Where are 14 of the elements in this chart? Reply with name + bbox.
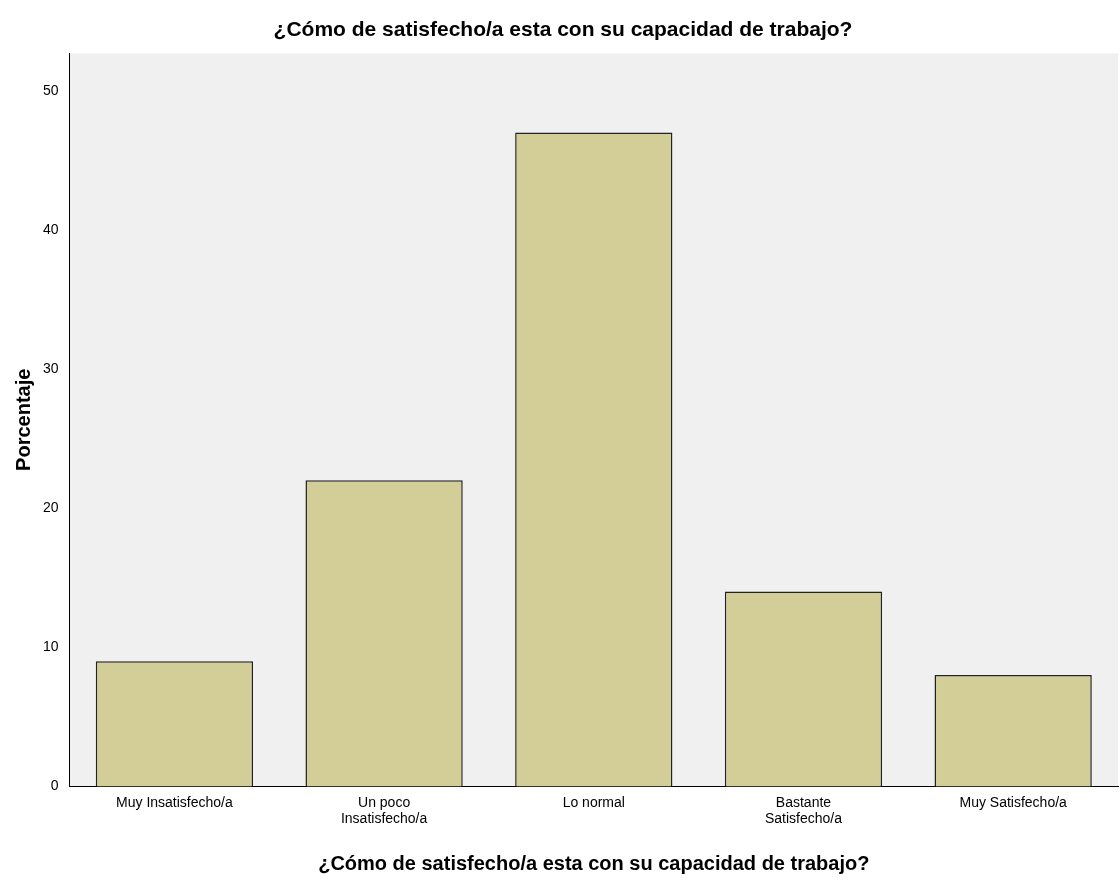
y-tick-label: 50	[42, 81, 59, 98]
x-tick-label: Muy Satisfecho/a	[959, 793, 1068, 810]
y-tick-label: 40	[42, 220, 59, 237]
chart-title: ¿Cómo de satisfecho/a esta con su capacidad de trabajo?	[273, 17, 853, 41]
y-axis-title: Porcentaje	[11, 368, 34, 471]
x-tick-label: Un poco Insatisfecho/a	[340, 793, 428, 827]
y-tick-label: 0	[50, 777, 59, 794]
y-tick-label: 30	[42, 359, 59, 376]
y-tick-label: 20	[42, 499, 59, 516]
y-tick-label: 10	[42, 638, 59, 655]
x-axis-title: ¿Cómo de satisfecho/a esta con su capacidad de trabajo?	[318, 851, 870, 874]
x-tick-label: Lo normal	[562, 793, 625, 810]
x-tick-label: Bastante Satisfecho/a	[764, 793, 843, 827]
x-tick-label: Muy Insatisfecho/a	[116, 793, 233, 810]
